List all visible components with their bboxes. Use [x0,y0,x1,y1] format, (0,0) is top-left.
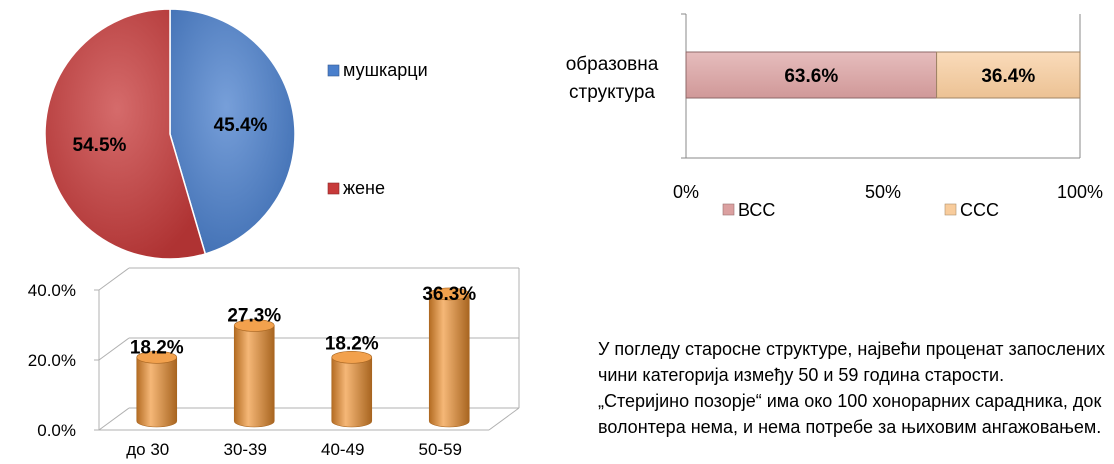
legend-swatch-ВСС [722,203,735,216]
legend-label-жене: жене [343,178,385,198]
paragraph-age-structure: У погледу старосне структуре, највећи пр… [598,339,1106,385]
bar-segment-ССС [936,51,1081,99]
y-tick-label: 40.0% [28,281,76,300]
body-text: У погледу старосне структуре, највећи пр… [598,336,1114,440]
cylinder-top-до 30 [136,350,178,364]
x-tick-label: до 30 [126,440,169,459]
cylinder-bar-до 30 [136,357,178,428]
cylinder-bar-30-39 [233,325,275,428]
paragraph-associates: „Стеријино позорје“ има око 100 хонорарн… [598,391,1102,437]
x-tick-label: 100% [1057,182,1103,202]
category-label: структура [569,82,655,103]
legend-swatch-мушкарци [327,64,340,77]
legend-label-ВСС: ВСС [738,200,775,220]
pie-slice-мушкарци [169,8,296,255]
gridline-side [98,267,130,291]
bar-label-ВСС: 63.6% [784,66,838,87]
bar-label-ССС: 36.4% [981,66,1035,87]
x-tick-label: 30-39 [224,440,267,459]
pie-label-мушкарци: 45.4% [214,115,268,136]
data-label-30-39: 27.3% [227,305,281,326]
y-tick-label: 20.0% [28,351,76,370]
legend-swatch-ССС [944,203,957,216]
legend-label-мушкарци: мушкарци [343,60,428,80]
bar-segment-ВСС [685,51,938,99]
x-tick-label: 0% [673,182,699,202]
data-label-до 30: 18.2% [130,337,184,358]
cylinder-top-50-59 [428,287,470,301]
floor-edge [488,407,520,431]
legend-swatch-жене [327,182,340,195]
x-tick-label: 50% [865,182,901,202]
pie-slice-жене [44,8,207,260]
cylinder-top-40-49 [331,350,373,364]
data-label-40-49: 18.2% [325,333,379,354]
y-tick-label: 0.0% [37,421,76,440]
gridline-side [98,407,130,431]
cylinder-bar-40-49 [331,357,373,428]
gridline-side [98,337,130,361]
cylinder-bar-50-59 [428,293,470,428]
legend-label-ССС: ССС [960,200,999,220]
cylinder-top-30-39 [233,319,275,332]
pie-label-жене: 54.5% [73,135,127,156]
data-label-50-59: 36.3% [422,284,476,305]
x-tick-label: 40-49 [321,440,364,459]
category-label: образовна [566,54,659,75]
x-tick-label: 50-59 [419,440,462,459]
